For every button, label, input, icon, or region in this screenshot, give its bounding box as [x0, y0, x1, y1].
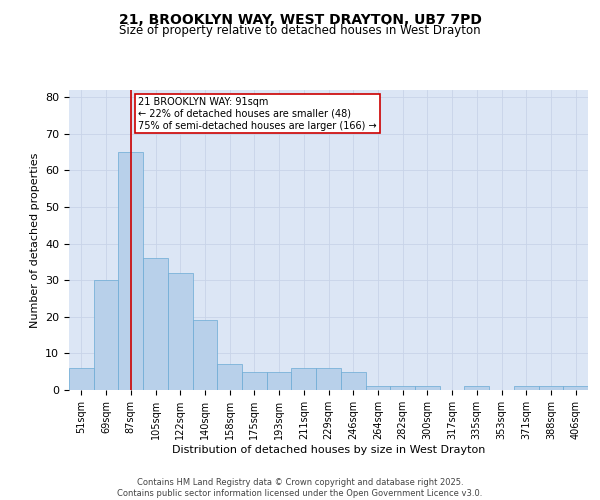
Bar	[341, 372, 365, 390]
Bar	[69, 368, 94, 390]
Bar	[168, 273, 193, 390]
Bar	[464, 386, 489, 390]
Bar	[267, 372, 292, 390]
Bar	[94, 280, 118, 390]
Bar	[242, 372, 267, 390]
Bar	[514, 386, 539, 390]
Bar	[316, 368, 341, 390]
Bar	[292, 368, 316, 390]
Text: 21, BROOKLYN WAY, WEST DRAYTON, UB7 7PD: 21, BROOKLYN WAY, WEST DRAYTON, UB7 7PD	[119, 12, 481, 26]
Text: Contains HM Land Registry data © Crown copyright and database right 2025.
Contai: Contains HM Land Registry data © Crown c…	[118, 478, 482, 498]
Bar	[118, 152, 143, 390]
Bar	[390, 386, 415, 390]
Bar	[563, 386, 588, 390]
Text: 21 BROOKLYN WAY: 91sqm
← 22% of detached houses are smaller (48)
75% of semi-det: 21 BROOKLYN WAY: 91sqm ← 22% of detached…	[138, 98, 377, 130]
Text: Size of property relative to detached houses in West Drayton: Size of property relative to detached ho…	[119, 24, 481, 37]
Bar	[415, 386, 440, 390]
Bar	[365, 386, 390, 390]
Bar	[217, 364, 242, 390]
X-axis label: Distribution of detached houses by size in West Drayton: Distribution of detached houses by size …	[172, 444, 485, 454]
Bar	[539, 386, 563, 390]
Y-axis label: Number of detached properties: Number of detached properties	[29, 152, 40, 328]
Bar	[193, 320, 217, 390]
Bar	[143, 258, 168, 390]
